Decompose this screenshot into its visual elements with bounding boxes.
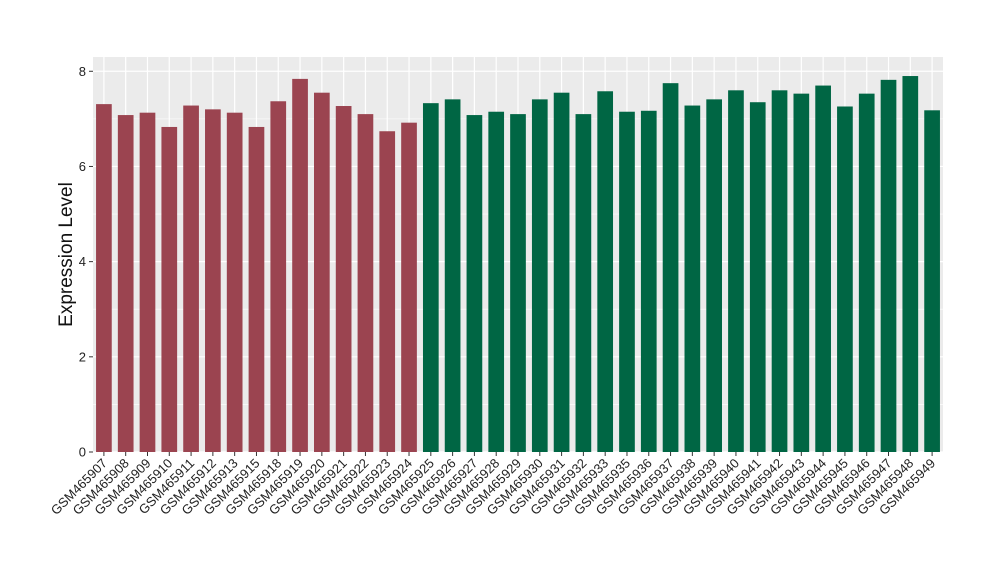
bar-GSM465941 — [749, 102, 766, 452]
bar-GSM465928 — [488, 111, 505, 452]
bar-GSM465945 — [837, 106, 853, 453]
y-tick-label: 2 — [79, 349, 86, 364]
bar-GSM465907 — [96, 104, 112, 453]
bar-GSM465918 — [270, 101, 287, 452]
bar-GSM465926 — [444, 99, 461, 453]
bar-GSM465930 — [531, 99, 548, 453]
bar-GSM465909 — [139, 112, 156, 452]
bar-GSM465947 — [880, 79, 897, 452]
bar-GSM465931 — [553, 92, 570, 452]
bar-GSM465942 — [771, 90, 788, 452]
bar-GSM465933 — [597, 91, 614, 452]
bar-GSM465908 — [117, 115, 134, 452]
bar-GSM465915 — [248, 126, 265, 453]
bar-GSM465932 — [575, 114, 592, 453]
bar-GSM465920 — [314, 92, 330, 452]
bar-GSM465911 — [183, 105, 199, 452]
y-axis-title: Expression Level — [56, 182, 77, 327]
bar-GSM465921 — [335, 106, 352, 453]
bars — [96, 76, 940, 453]
bar-GSM465929 — [510, 114, 526, 453]
bar-GSM465910 — [161, 126, 178, 453]
y-tick-label: 8 — [79, 64, 86, 79]
bar-GSM465923 — [379, 131, 396, 452]
x-axis: GSM465907GSM465908GSM465909GSM465910GSM4… — [48, 452, 938, 518]
bar-GSM465912 — [205, 109, 221, 452]
bar-GSM465919 — [292, 78, 308, 452]
bar-GSM465924 — [401, 122, 417, 453]
bar-GSM465913 — [226, 112, 243, 452]
y-tick-label: 0 — [79, 445, 86, 460]
y-tick-label: 4 — [79, 254, 86, 269]
y-axis: 0 2 4 6 8 — [79, 64, 93, 460]
bar-GSM465944 — [815, 85, 831, 453]
bar-GSM465927 — [466, 115, 483, 452]
bar-GSM465922 — [357, 114, 374, 453]
bar-GSM465939 — [706, 99, 722, 453]
bar-GSM465935 — [619, 111, 635, 452]
bar-GSM465940 — [728, 90, 744, 452]
bar-GSM465938 — [684, 105, 701, 452]
bar-GSM465925 — [422, 103, 439, 452]
bar-GSM465946 — [858, 93, 875, 452]
bar-GSM465936 — [640, 110, 657, 453]
bar-GSM465943 — [793, 93, 810, 452]
bar-GSM465937 — [662, 83, 679, 453]
y-tick-label: 6 — [79, 159, 86, 174]
bar-GSM465949 — [924, 110, 940, 452]
bar-GSM465948 — [902, 76, 919, 453]
